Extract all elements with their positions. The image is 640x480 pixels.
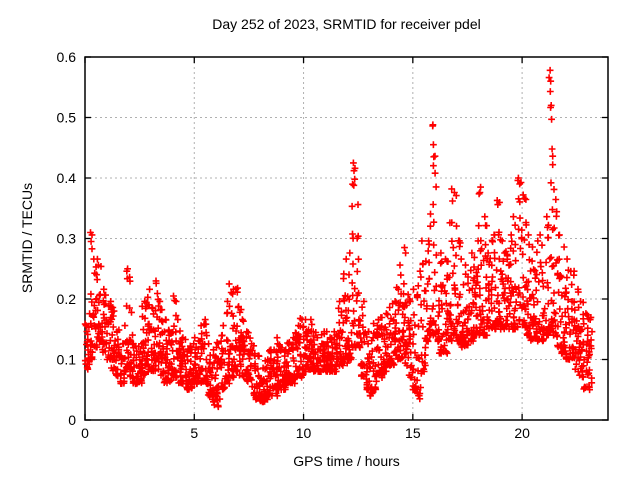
- y-tick-label: 0.5: [57, 110, 77, 126]
- x-tick-label: 20: [514, 425, 530, 441]
- y-tick-label: 0.3: [57, 231, 77, 247]
- y-tick-label: 0.1: [57, 352, 77, 368]
- y-tick-label: 0.4: [57, 170, 77, 186]
- x-tick-label: 0: [81, 425, 89, 441]
- x-tick-label: 15: [405, 425, 421, 441]
- y-tick-label: 0.2: [57, 291, 77, 307]
- data-points: [81, 66, 596, 411]
- x-tick-label: 5: [190, 425, 198, 441]
- y-tick-label: 0.6: [57, 49, 77, 65]
- chart-title: Day 252 of 2023, SRMTID for receiver pde…: [212, 16, 481, 32]
- x-axis-label: GPS time / hours: [293, 453, 400, 469]
- x-tick-label: 10: [296, 425, 312, 441]
- y-axis-label: SRMTID / TECUs: [19, 182, 35, 294]
- y-tick-label: 0: [68, 412, 76, 428]
